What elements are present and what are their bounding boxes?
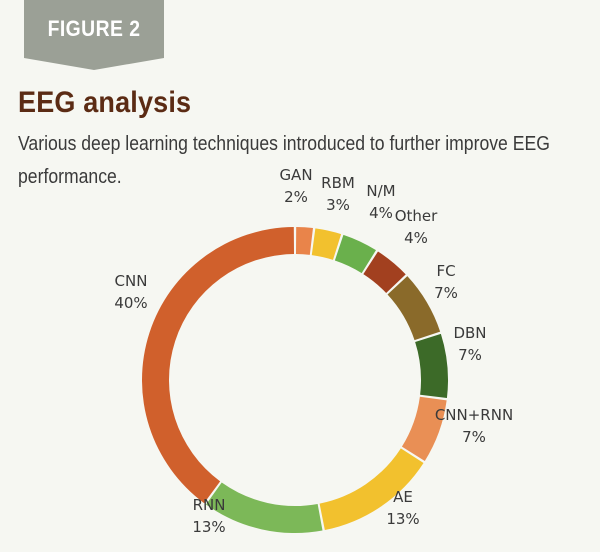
slice-label-fc: FC xyxy=(436,262,455,280)
slice-cnn-rnn xyxy=(401,396,447,461)
slice-value-n-m: 4% xyxy=(369,204,393,222)
slice-value-other: 4% xyxy=(404,229,428,247)
slice-rbm xyxy=(311,228,342,260)
slice-label-n-m: N/M xyxy=(366,182,395,200)
page-subtitle: Various deep learning techniques introdu… xyxy=(18,133,550,188)
slice-label-dbn: DBN xyxy=(453,324,486,342)
slice-n-m xyxy=(334,234,376,274)
slice-value-rbm: 3% xyxy=(326,196,350,214)
figure-label: FIGURE 2 xyxy=(47,16,141,41)
slice-label-rbm: RBM xyxy=(321,174,355,192)
slice-value-dbn: 7% xyxy=(458,346,482,364)
slice-label-ae: AE xyxy=(393,488,413,506)
slice-value-rnn: 13% xyxy=(192,518,225,536)
figure-tag: FIGURE 2 xyxy=(24,0,164,70)
slice-ae xyxy=(319,448,424,531)
slice-cnn xyxy=(142,227,295,504)
slice-value-fc: 7% xyxy=(434,284,458,302)
slice-label-cnn: CNN xyxy=(115,272,148,290)
slice-dbn xyxy=(415,333,448,398)
slice-value-cnn-rnn: 7% xyxy=(462,428,486,446)
slice-label-cnn-rnn: CNN+RNN xyxy=(435,406,513,424)
slice-other xyxy=(363,251,406,294)
slice-gan xyxy=(295,227,313,255)
page-title: EEG analysis xyxy=(18,86,192,119)
slice-value-ae: 13% xyxy=(386,510,419,528)
slice-label-rnn: RNN xyxy=(193,496,226,514)
slice-value-cnn: 40% xyxy=(114,294,147,312)
slice-fc xyxy=(387,276,441,341)
slice-rnn xyxy=(206,482,323,534)
slice-value-gan: 2% xyxy=(284,188,308,206)
slice-label-other: Other xyxy=(395,207,438,225)
slice-label-gan: GAN xyxy=(279,166,312,184)
